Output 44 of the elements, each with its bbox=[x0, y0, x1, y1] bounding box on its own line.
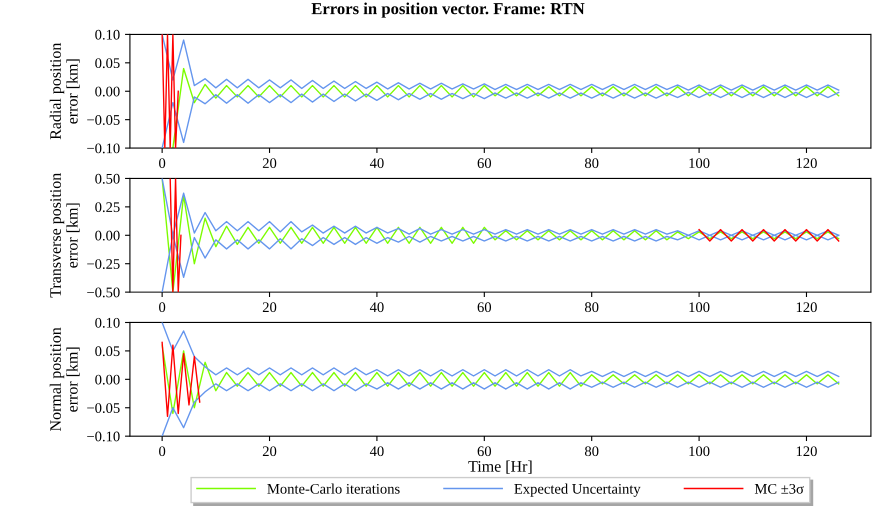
x-tick-label: 120 bbox=[796, 446, 817, 456]
x-tick-label: 0 bbox=[159, 158, 166, 168]
legend-label: MC ±3σ bbox=[754, 484, 804, 494]
legend-label: Monte-Carlo iterations bbox=[267, 483, 400, 494]
y-tick-label: 0.00 bbox=[95, 86, 120, 97]
y-tick-label: −0.25 bbox=[87, 259, 120, 269]
x-tick-label: 20 bbox=[262, 158, 276, 168]
y-tick-label: 0.10 bbox=[95, 318, 120, 328]
y-tick-label: −0.50 bbox=[87, 287, 120, 298]
x-tick-label: 100 bbox=[689, 446, 710, 456]
x-tick-label: 60 bbox=[478, 158, 492, 168]
x-tick-label: 80 bbox=[584, 302, 598, 312]
x-tick-label: 40 bbox=[370, 446, 384, 456]
x-tick-label: 60 bbox=[478, 446, 492, 456]
x-tick-label: 40 bbox=[370, 158, 384, 168]
y-tick-label: −0.05 bbox=[87, 403, 120, 414]
x-tick-label: 0 bbox=[159, 446, 166, 456]
y-axis-title: Normal position error [km] bbox=[50, 327, 80, 431]
x-tick-label: 120 bbox=[796, 158, 817, 168]
x-axis-title: Time [Hr] bbox=[468, 460, 532, 474]
y-tick-label: 0.25 bbox=[95, 202, 120, 212]
y-tick-label: 0.10 bbox=[95, 30, 120, 40]
y-axis-title: Radial position error [km] bbox=[50, 42, 80, 140]
x-tick-label: 120 bbox=[796, 302, 817, 312]
x-tick-label: 20 bbox=[262, 446, 276, 456]
x-tick-label: 0 bbox=[159, 302, 166, 312]
y-tick-label: −0.10 bbox=[87, 432, 120, 442]
y-tick-label: 0.00 bbox=[95, 374, 120, 385]
chart-title: Errors in position vector. Frame: RTN bbox=[312, 2, 585, 18]
y-tick-label: 0.05 bbox=[95, 346, 120, 356]
x-tick-label: 80 bbox=[584, 158, 598, 168]
y-tick-label: 0.00 bbox=[95, 230, 120, 241]
y-tick-label: 0.50 bbox=[95, 174, 120, 184]
x-tick-label: 40 bbox=[370, 302, 384, 312]
x-tick-label: 100 bbox=[689, 158, 710, 168]
legend-label: Expected Uncertainty bbox=[514, 483, 641, 497]
y-tick-label: −0.05 bbox=[87, 115, 120, 125]
x-tick-label: 80 bbox=[584, 446, 598, 456]
x-tick-label: 20 bbox=[262, 302, 276, 312]
x-tick-label: 100 bbox=[689, 302, 710, 312]
y-tick-label: 0.05 bbox=[95, 58, 120, 68]
x-tick-label: 60 bbox=[478, 302, 492, 312]
y-axis-title: Transverse position error [km] bbox=[50, 173, 80, 298]
y-tick-label: −0.10 bbox=[87, 143, 120, 154]
